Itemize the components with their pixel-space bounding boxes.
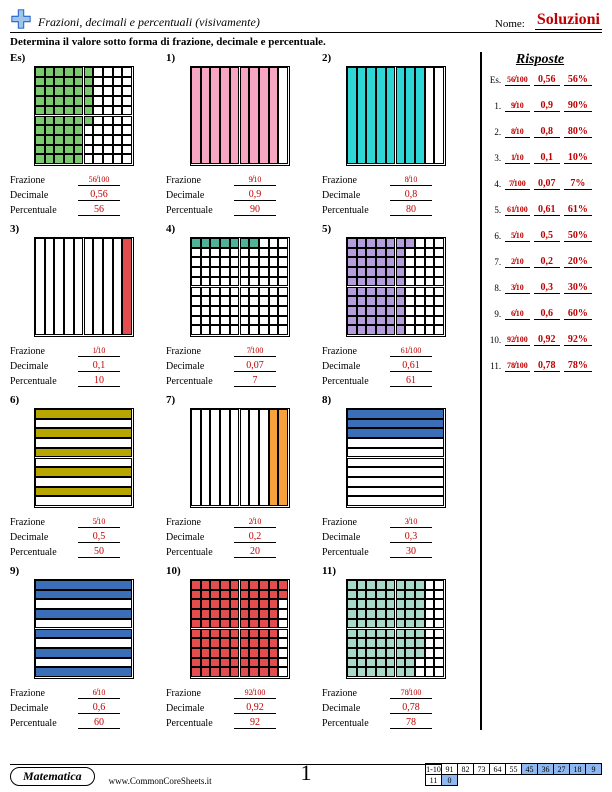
answers-column: Risposte Es. 56/100 0,56 56% 1. 9/10 0,9 … (480, 52, 592, 730)
problem-1: 1)Frazione9/10Decimale0,9Percentuale90 (166, 52, 314, 217)
problem-3: 3)Frazione1/10Decimale0,1Percentuale10 (10, 223, 158, 388)
worksheet-title: Frazioni, decimali e percentuali (visiva… (38, 15, 260, 30)
problem-5: 5)Frazione61/100Decimale0,61Percentuale6… (322, 223, 470, 388)
answer-line-7: 7. 2/10 0,2 20% (488, 256, 592, 268)
problem-9: 9)Frazione6/10Decimale0,6Percentuale60 (10, 565, 158, 730)
page-number: 1 (301, 760, 312, 786)
answer-line-Es: Es. 56/100 0,56 56% (488, 74, 592, 86)
answer-line-1: 1. 9/10 0,9 90% (488, 100, 592, 112)
problem-10: 10)Frazione92/100Decimale0,92Percentuale… (166, 565, 314, 730)
footer: Matematica www.CommonCoreSheets.it 1 1-1… (10, 764, 602, 786)
source-url: www.CommonCoreSheets.it (109, 776, 212, 786)
score-grid: 1-109182736455453627189110 (425, 763, 602, 786)
answer-line-9: 9. 6/10 0,6 60% (488, 308, 592, 320)
problem-Es: Es)Frazione56/100Decimale0,56Percentuale… (10, 52, 158, 217)
problems-grid: Es)Frazione56/100Decimale0,56Percentuale… (10, 52, 480, 730)
answer-line-5: 5. 61/100 0,61 61% (488, 204, 592, 216)
problem-11: 11)Frazione78/100Decimale0,78Percentuale… (322, 565, 470, 730)
answer-line-4: 4. 7/100 0,07 7% (488, 178, 592, 190)
answer-line-2: 2. 8/10 0,8 80% (488, 126, 592, 138)
answer-line-3: 3. 1/10 0,1 10% (488, 152, 592, 164)
problem-8: 8)Frazione3/10Decimale0,3Percentuale30 (322, 394, 470, 559)
problem-7: 7)Frazione2/10Decimale0,2Percentuale20 (166, 394, 314, 559)
problem-4: 4)Frazione7/100Decimale0,07Percentuale7 (166, 223, 314, 388)
plus-logo-icon (10, 8, 32, 30)
solutions-label: Soluzioni (535, 11, 602, 30)
answer-line-11: 11. 78/100 0,78 78% (488, 360, 592, 372)
header: Frazioni, decimali e percentuali (visiva… (10, 8, 602, 33)
problem-6: 6)Frazione5/10Decimale0,5Percentuale50 (10, 394, 158, 559)
name-label: Nome: (495, 18, 525, 30)
worksheet-page: Frazioni, decimali e percentuali (visiva… (0, 0, 612, 792)
problem-2: 2)Frazione8/10Decimale0,8Percentuale80 (322, 52, 470, 217)
answers-title: Risposte (488, 52, 592, 68)
answer-line-10: 10. 92/100 0,92 92% (488, 334, 592, 346)
instructions: Determina il valore sotto forma di frazi… (10, 36, 602, 48)
answer-line-6: 6. 5/10 0,5 50% (488, 230, 592, 242)
answer-line-8: 8. 3/10 0,3 30% (488, 282, 592, 294)
subject-badge: Matematica (10, 767, 95, 786)
